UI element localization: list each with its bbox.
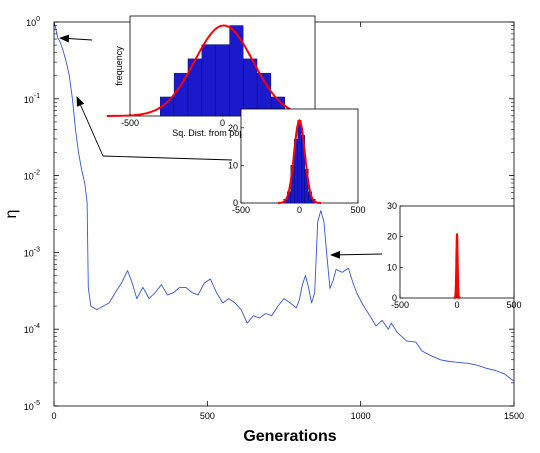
histogram-bar xyxy=(201,44,216,117)
callout-arrow-start xyxy=(59,34,93,43)
inset-x-tick-label: 0 xyxy=(454,300,459,310)
inset-early-ylabel: frequency xyxy=(114,46,124,86)
y-tick-label: 10-4 xyxy=(24,323,40,335)
inset-x-tick-label: -500 xyxy=(232,205,250,215)
callout-arrow-spike xyxy=(330,250,383,259)
callout-arrow-second xyxy=(76,96,104,157)
inset-x-tick-label: -500 xyxy=(121,118,139,128)
inset-y-tick-label: 0 xyxy=(392,293,397,303)
inset-x-tick-label: -500 xyxy=(391,300,409,310)
inset-y-tick-label: 30 xyxy=(387,201,397,211)
histogram-bar xyxy=(187,58,202,117)
y-tick-label: 10-3 xyxy=(24,246,40,258)
y-tick-label: 10-2 xyxy=(24,170,40,182)
callout-leader-second xyxy=(102,155,233,161)
histogram-bar xyxy=(173,72,188,117)
x-tick-label: 1500 xyxy=(504,411,524,421)
inset-x-tick-label: 500 xyxy=(506,300,521,310)
inset-y-tick-label: 20 xyxy=(387,232,397,242)
x-axis-label: Generations xyxy=(243,428,336,445)
inset-x-tick-label: 0 xyxy=(220,118,225,128)
y-tick-label: 100 xyxy=(26,16,40,28)
inset-y-tick-label: 0 xyxy=(233,198,238,208)
eta-series-line xyxy=(54,22,514,382)
gaussian-fit-fill xyxy=(454,233,460,299)
histogram-bar xyxy=(243,58,258,117)
inset-x-tick-label: 500 xyxy=(350,205,365,215)
histogram-bar xyxy=(215,44,230,117)
gaussian-fit-curve xyxy=(278,119,321,204)
x-tick-label: 1000 xyxy=(351,411,371,421)
y-axis-label: η xyxy=(3,210,20,219)
inset-y-tick-label: 20 xyxy=(228,123,238,133)
y-tick-label: 10-5 xyxy=(24,400,40,412)
x-tick-label: 0 xyxy=(51,411,56,421)
histogram-bar xyxy=(297,120,302,204)
inset-y-tick-label: 10 xyxy=(387,262,397,272)
inset-early-xlabel: Sq. Dist. from pop. mean xyxy=(172,128,272,138)
histogram-bar xyxy=(229,25,244,117)
inset-x-tick-label: 0 xyxy=(297,205,302,215)
y-tick-label: 10-1 xyxy=(24,93,40,105)
x-tick-label: 500 xyxy=(200,411,215,421)
inset-y-tick-label: 10 xyxy=(228,160,238,170)
